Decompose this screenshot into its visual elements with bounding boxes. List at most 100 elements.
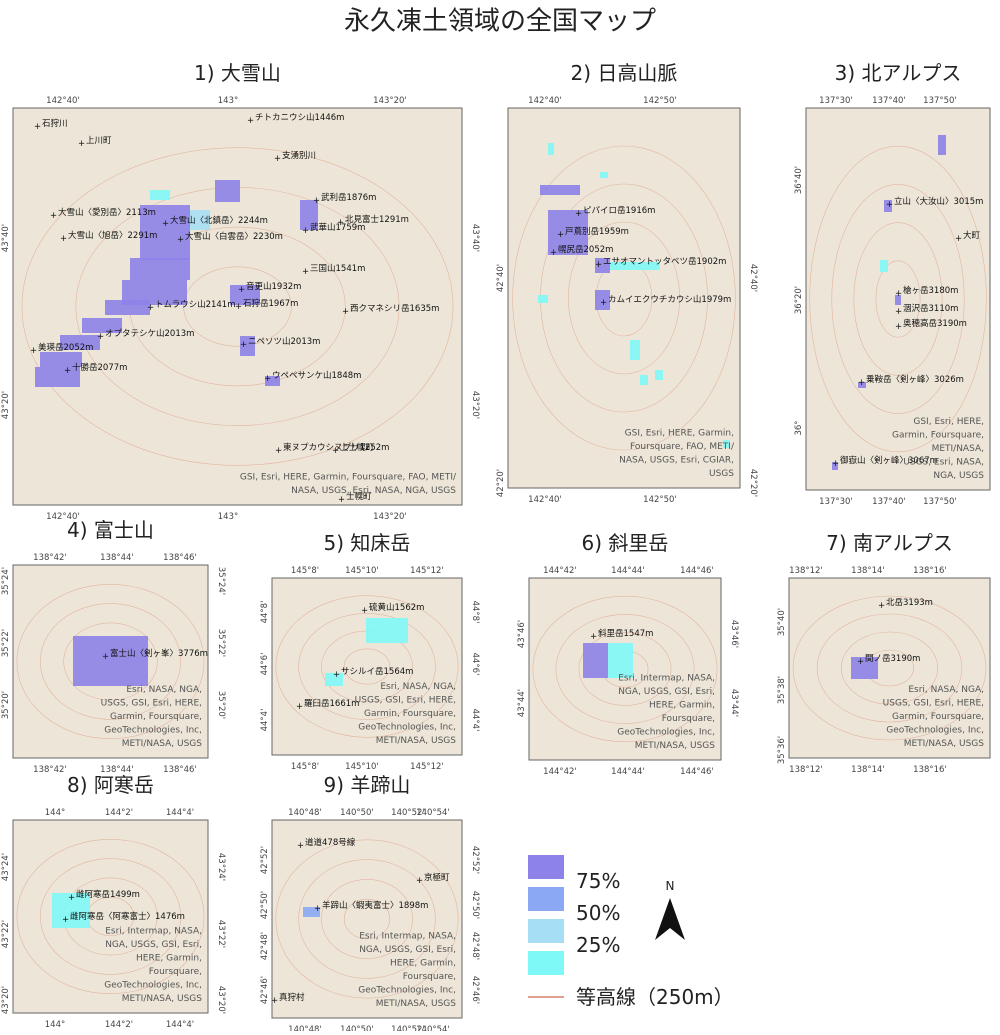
x-tick-label: 138°42' [33, 765, 67, 775]
attribution: METI/NASA, USGS [904, 739, 985, 749]
y-tick-label: 42°40' [748, 264, 758, 292]
attribution: METI/NASA, [932, 444, 984, 454]
peak-marker: + [857, 657, 864, 667]
x-tick-label: 144°2' [105, 1020, 133, 1030]
figure-title: 永久凍土領域の全国マップ [344, 7, 656, 37]
attribution: USGS, GSI, Esri, HERE, [101, 699, 202, 709]
attribution: METI/NASA, USGS [376, 999, 457, 1009]
x-tick-label: 140°48' [288, 808, 322, 818]
y-tick-label: 36° [998, 420, 1000, 435]
peak-marker: + [590, 632, 597, 642]
contour [298, 613, 436, 720]
place-label: 石狩川 [42, 118, 68, 129]
permafrost-cell [548, 143, 554, 155]
x-tick-label: 142°40' [46, 512, 80, 522]
permafrost-cell [190, 210, 210, 230]
permafrost-cell [655, 370, 663, 380]
attribution: USGS, GSI, Esri, HERE, [883, 699, 984, 709]
peak-marker: + [575, 209, 582, 219]
permafrost-cell [880, 260, 888, 272]
permafrost-cell [82, 318, 122, 333]
permafrost-cell [938, 135, 946, 155]
permafrost-cell [884, 200, 892, 212]
attribution: METI/NASA, USGS [122, 739, 203, 749]
peak-marker: + [302, 226, 309, 236]
y-tick-label: 43°44' [517, 689, 527, 717]
x-tick-label: 144°44' [611, 767, 645, 777]
permafrost-cell [215, 180, 240, 202]
y-tick-label: 43°20' [1, 986, 11, 1014]
peak-marker: + [97, 332, 104, 342]
x-tick-label: 138°44' [100, 553, 134, 563]
contour [831, 184, 965, 414]
place-label: 石狩岳1967m [243, 298, 298, 309]
x-tick-label: 145°8' [291, 566, 319, 576]
place-label: 間ノ岳3190m [865, 653, 920, 664]
attribution: NGA, USGS, GSI, Esri, [105, 940, 202, 950]
legend-label: 25% [576, 933, 620, 957]
x-tick-label: 140°50' [340, 1025, 374, 1031]
x-tick-label: 138°14' [851, 765, 885, 775]
panel-title: 2) 日高山脈 [571, 61, 678, 85]
place-label: トムラウシ山2141m [155, 299, 236, 310]
x-tick-label: 142°50' [643, 495, 677, 505]
contour [63, 622, 158, 701]
y-tick-label: 42°46' [260, 976, 270, 1004]
contour [343, 898, 391, 940]
x-tick-label: 138°16' [913, 765, 947, 775]
peak-marker: + [238, 285, 245, 295]
attribution: GeoTechnologies, Inc, [358, 986, 456, 996]
permafrost-cell [583, 643, 608, 678]
legend-swatch [528, 919, 564, 943]
attribution: NASA, USGS, Esri, CGIAR, [619, 456, 734, 466]
place-label: 大雪山〈北鎮岳〉2244m [170, 215, 268, 226]
place-label: 上川町 [86, 136, 112, 146]
contour [816, 613, 963, 723]
peak-marker: + [858, 378, 865, 388]
x-tick-label: 140°54' [416, 808, 450, 818]
y-tick-label: 36°20' [794, 286, 804, 314]
contour [343, 648, 391, 685]
y-tick-label: 36°20' [998, 286, 1000, 314]
peak-marker: + [240, 340, 247, 350]
place-label: 羅臼岳1661m [304, 698, 359, 709]
attribution: HERE, Garmin, [649, 701, 715, 711]
place-label: カムイエクウチカウシ山1979m [608, 294, 731, 305]
x-tick-label: 144°4' [166, 1020, 194, 1030]
peak-marker: + [550, 248, 557, 258]
attribution: Esri, NASA, NGA, [908, 685, 984, 695]
x-tick-label: 143° [218, 96, 238, 106]
place-label: 御嶽山〈剣ヶ峰〉3067m [840, 455, 938, 466]
contour [298, 859, 436, 979]
y-tick-label: 35°20' [1, 691, 11, 719]
x-tick-label: 140°48' [288, 1025, 322, 1031]
permafrost-cell [600, 172, 608, 178]
place-label: 道道478号線 [305, 837, 356, 848]
place-label: 武華山1759m [310, 222, 365, 233]
peak-marker: + [78, 139, 85, 149]
contour [40, 858, 181, 975]
place-label: 三国山1541m [310, 263, 365, 274]
permafrost-cell [105, 300, 150, 315]
contour [16, 838, 205, 994]
place-label: 槍ヶ岳3180m [903, 285, 958, 296]
peak-marker: + [271, 996, 278, 1006]
place-label: ニペソツ山2013m [248, 336, 320, 347]
y-tick-label: 35°38' [998, 676, 1000, 704]
y-tick-label: 35°36' [777, 736, 787, 764]
x-tick-label: 144° [45, 1020, 65, 1030]
y-tick-label: 43°24' [1, 853, 11, 881]
peak-marker: + [275, 446, 282, 456]
x-tick-label: 138°16' [913, 566, 947, 576]
place-label: 十勝岳2077m [72, 362, 127, 373]
y-tick-label: 42°48' [470, 932, 480, 960]
contour [578, 632, 672, 706]
y-tick-label: 43°20' [216, 986, 226, 1014]
x-tick-label: 144°42' [543, 566, 577, 576]
y-tick-label: 42°40' [496, 264, 506, 292]
panel-title: 3) 北アルプス [835, 61, 962, 85]
panel-title: 4) 富士山 [67, 518, 154, 542]
peak-marker: + [177, 235, 184, 245]
attribution: Garmin, Foursquare, [110, 712, 202, 722]
